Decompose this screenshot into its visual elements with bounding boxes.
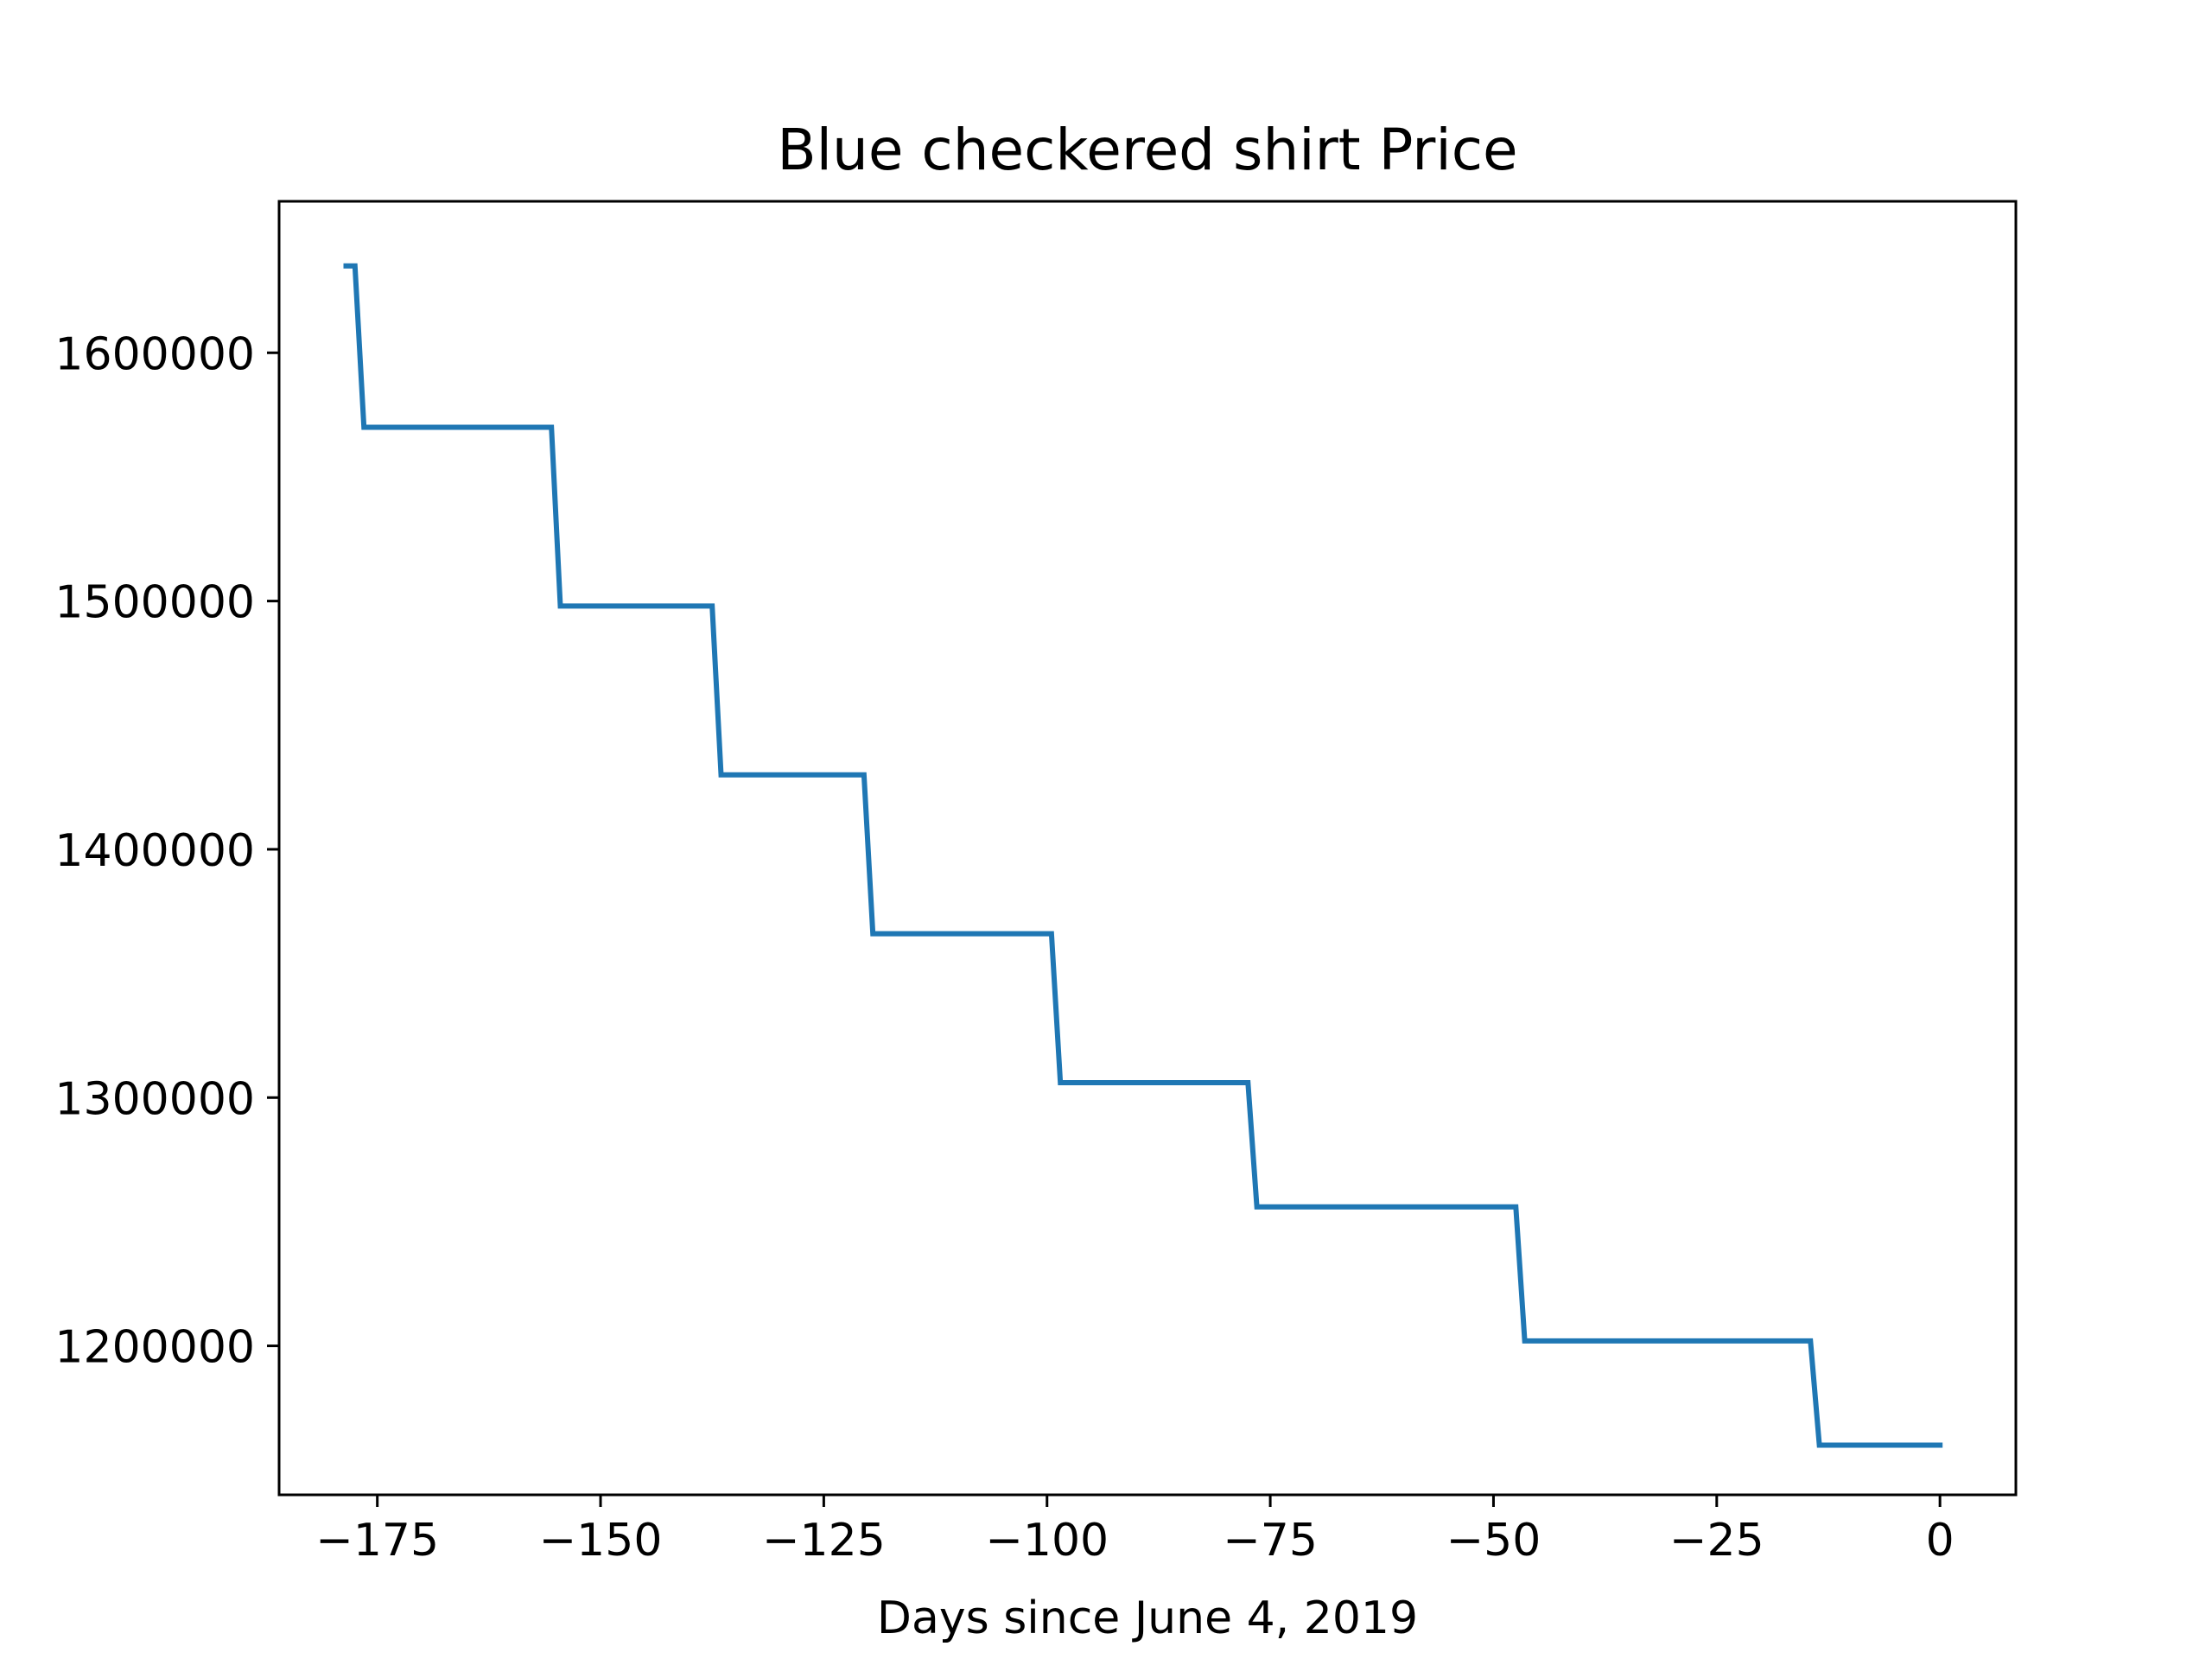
- y-tick-label: 1400000: [54, 825, 255, 877]
- x-axis-label: Days since June 4, 2019: [877, 1592, 1418, 1644]
- y-tick-label: 1300000: [54, 1073, 255, 1125]
- y-axis-ticks: 1200000 1300000 1400000 1500000 1600000: [54, 328, 279, 1374]
- x-tick-label: −125: [762, 1515, 886, 1567]
- x-tick-label: −100: [985, 1515, 1109, 1567]
- x-tick-label: −150: [539, 1515, 663, 1567]
- x-axis-ticks: −175 −150 −125 −100 −75 −50 −25 0: [315, 1495, 1955, 1567]
- price-series-line: [343, 263, 1943, 1448]
- x-tick-label: −175: [315, 1515, 439, 1567]
- y-tick-label: 1600000: [54, 328, 255, 380]
- x-tick-label: −75: [1223, 1515, 1318, 1567]
- x-tick-label: −50: [1446, 1515, 1541, 1567]
- x-tick-label: 0: [1926, 1515, 1955, 1567]
- y-tick-label: 1200000: [54, 1322, 255, 1374]
- plot-frame: [277, 200, 2018, 1497]
- y-tick-label: 1500000: [54, 577, 255, 629]
- chart-title: Blue checkered shirt Price: [777, 117, 1517, 183]
- x-tick-label: −25: [1669, 1515, 1764, 1567]
